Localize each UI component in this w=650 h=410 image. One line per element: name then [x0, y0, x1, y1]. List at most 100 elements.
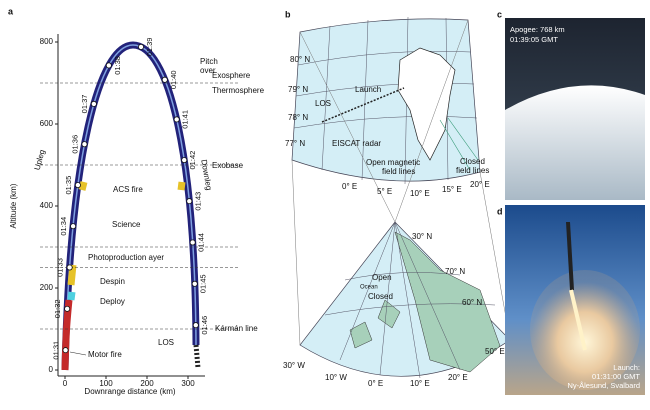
annotation: LOS [315, 99, 331, 108]
lat-label: 30° N [412, 232, 432, 241]
lon-label: 0° E [342, 182, 357, 191]
event-label: ACS fire [113, 185, 143, 194]
time-marker [191, 280, 198, 287]
lat-label: 79° N [288, 85, 308, 94]
projection-line [299, 31, 396, 223]
highlight [78, 181, 88, 191]
lat-label: 70° N [445, 267, 465, 276]
trajectory-core [64, 44, 197, 371]
time-marker [161, 76, 168, 83]
trajectory-end [193, 344, 201, 369]
layer-label: Photoproduction ayer [88, 253, 164, 262]
time-label: 01:45 [199, 274, 208, 293]
lon-label: 20° E [470, 180, 490, 189]
panel-label: d [497, 206, 503, 216]
event-label: Deploy [100, 297, 125, 306]
lon-label: 50° E [485, 347, 505, 356]
globe-label: Open [372, 273, 392, 282]
panel-label: c [497, 9, 502, 19]
panel-c: c Apogee: 768 km 01:39:05 GMT [497, 9, 645, 200]
annotation: EISCAT radar [332, 139, 381, 148]
layer-label: Exobase [212, 161, 244, 170]
lon-label: 0° E [368, 379, 383, 388]
layer-label: Kármán line [215, 324, 258, 333]
time-marker [74, 182, 81, 189]
time-marker [90, 100, 97, 107]
lon-label: 5° E [377, 187, 392, 196]
lon-label: 10° E [410, 379, 430, 388]
time-marker [70, 223, 77, 230]
globe-label: Closed [368, 292, 393, 301]
time-marker [64, 305, 71, 312]
leader [69, 351, 87, 356]
time-label: 01:36 [70, 135, 79, 154]
lat-label: 77° N [285, 139, 305, 148]
time-label: 01:43 [193, 192, 202, 211]
highlight [67, 264, 77, 286]
motor-burn [61, 299, 73, 371]
panel-label: a [8, 6, 14, 16]
x-axis-label: Downrange distance (km) [84, 387, 175, 396]
lon-label: 30° W [283, 361, 305, 370]
y-tick-label: 0 [49, 365, 54, 374]
time-marker [189, 239, 196, 246]
y-axis-label: Altitude (km) [9, 183, 18, 228]
annotation: Closed [460, 157, 485, 166]
x-tick-label: 300 [181, 379, 195, 388]
y-tick-label: 800 [40, 37, 54, 46]
panel-a: a Downrange distance (km) Altitude (km) … [8, 6, 265, 396]
time-marker [186, 198, 193, 205]
projection-line [394, 19, 469, 223]
ground-track [321, 87, 405, 123]
lon-label: 20° E [448, 373, 468, 382]
lat-label: 78° N [288, 113, 308, 122]
time-marker [181, 157, 188, 164]
time-marker [66, 264, 73, 271]
time-label: 01:44 [197, 233, 206, 252]
event-label: over [200, 66, 216, 75]
y-tick-label: 200 [40, 283, 54, 292]
event-label: Science [112, 220, 141, 229]
caption: 01:39:05 GMT [510, 35, 558, 44]
time-label: 01:46 [200, 316, 209, 335]
caption: Launch: [613, 363, 640, 372]
time-marker [62, 347, 69, 354]
plume [530, 270, 640, 390]
lon-label: 10° E [410, 189, 430, 198]
time-marker [105, 62, 112, 69]
event-label: Despin [100, 277, 125, 286]
time-label: 01:33 [56, 258, 65, 277]
highlight [67, 291, 76, 301]
time-marker [173, 116, 180, 123]
time-label: 01:31 [52, 341, 61, 360]
rocket [566, 222, 574, 290]
event-label: LOS [158, 338, 174, 347]
caption: Ny-Ålesund, Svalbard [567, 381, 640, 390]
lon-label: 10° W [325, 373, 347, 382]
x-tick-label: 100 [99, 379, 113, 388]
time-label: 01:39 [145, 38, 154, 57]
trajectory [61, 41, 200, 371]
caption: Apogee: 768 km [510, 25, 565, 34]
time-label: 01:40 [169, 70, 178, 89]
event-label: Motor fire [88, 350, 122, 359]
annotation: Open magnetic [366, 158, 420, 167]
event-label: Pitch [200, 57, 218, 66]
lon-label: 15° E [442, 185, 462, 194]
layer-label: Thermosphere [212, 86, 265, 95]
time-label: 01:37 [80, 95, 89, 114]
projection-line [291, 159, 301, 346]
graticule [324, 221, 496, 379]
time-label: 01:32 [53, 299, 62, 318]
annotation: field lines [382, 167, 415, 176]
panel-b: b 80° N 79° N 78° N 77° N 0° E 5° E 10° … [283, 9, 511, 388]
globe-label: Ocean [360, 285, 378, 291]
exhaust [569, 289, 587, 351]
y-tick-label: 600 [40, 119, 54, 128]
annotation: field lines [456, 166, 489, 175]
panel-label: b [285, 9, 291, 19]
highlight [177, 181, 186, 191]
lat-label: 60° N [462, 298, 482, 307]
time-label: 01:42 [188, 151, 197, 170]
